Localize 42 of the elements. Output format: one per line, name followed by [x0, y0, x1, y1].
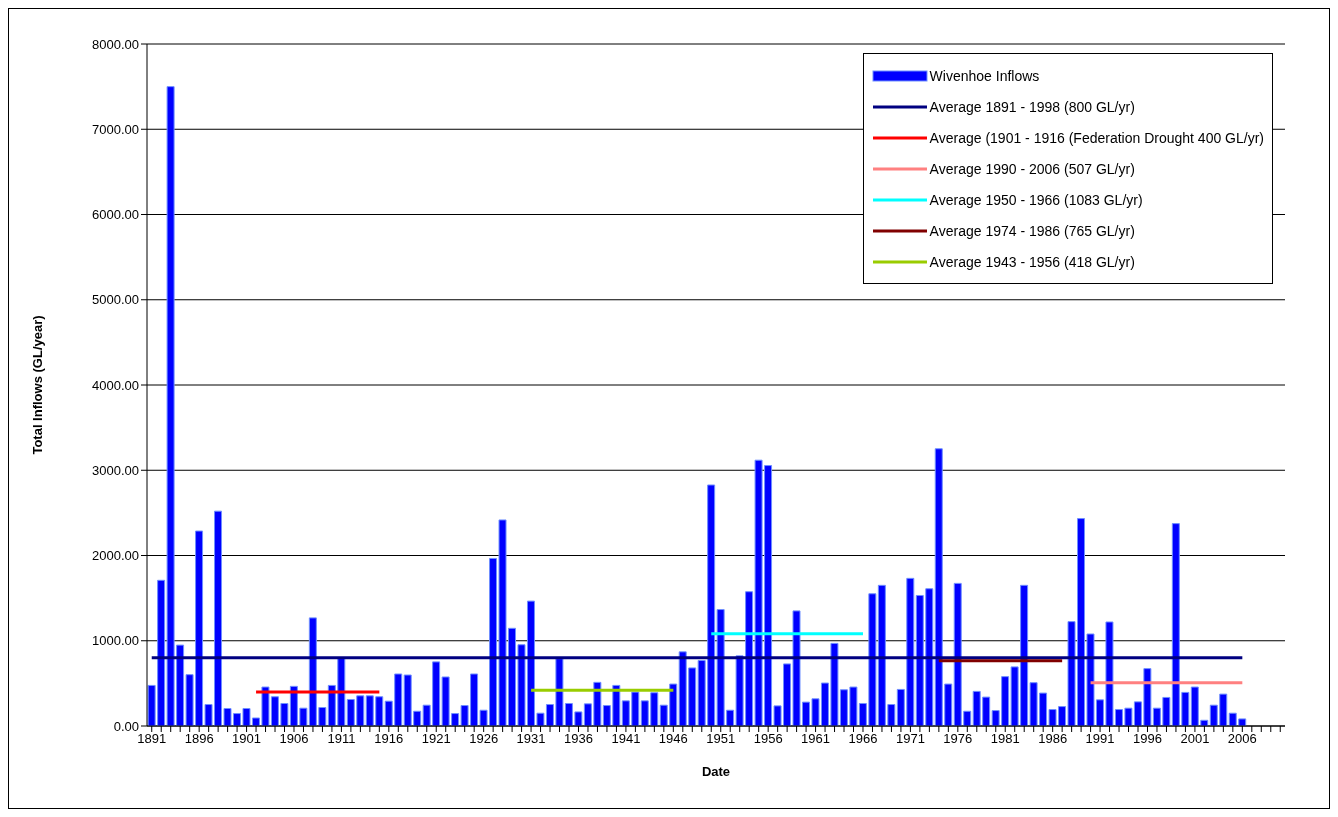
x-tick-label: 2001 — [1180, 731, 1210, 747]
x-tick-label: 1921 — [421, 731, 451, 747]
y-tick-label: 6000.00 — [92, 207, 139, 223]
x-tick-label: 1981 — [990, 731, 1020, 747]
x-tick-label: 1971 — [895, 731, 925, 747]
x-tick-label: 1896 — [184, 731, 214, 747]
x-tick-label: 1901 — [232, 731, 262, 747]
legend-label: Average 1950 - 1966 (1083 GL/yr) — [929, 191, 1143, 208]
x-tick-label: 1996 — [1133, 731, 1162, 747]
x-tick-label: 1931 — [516, 731, 546, 747]
y-axis-title: Total Inflows (GL/year) — [29, 315, 45, 455]
y-tick-label: 5000.00 — [92, 292, 139, 308]
x-tick-label: 2006 — [1227, 731, 1257, 747]
x-tick-label: 1926 — [469, 731, 499, 747]
x-tick-label: 1961 — [801, 731, 831, 747]
y-tick-label: 4000.00 — [92, 377, 139, 393]
x-tick-label: 1991 — [1085, 731, 1115, 747]
y-tick-label: 1000.00 — [92, 633, 139, 649]
x-tick-label: 1986 — [1038, 731, 1068, 747]
legend-label: Average (1901 - 1916 (Federation Drought 400 GL/yr) — [929, 129, 1264, 146]
x-axis-title: Date — [701, 764, 731, 779]
legend-label: Average 1943 - 1956 (418 GL/yr) — [929, 253, 1135, 270]
x-tick-label: 1936 — [564, 731, 593, 747]
x-tick-label: 1966 — [848, 731, 878, 747]
x-tick-label: 1941 — [611, 731, 641, 747]
y-tick-label: 8000.00 — [92, 36, 139, 52]
legend-label: Average 1990 - 2006 (507 GL/yr) — [929, 160, 1135, 177]
x-tick-label: 1906 — [279, 731, 309, 747]
x-tick-label: 1976 — [943, 731, 973, 747]
x-tick-label: 1911 — [327, 731, 356, 747]
legend-label: Average 1891 - 1998 (800 GL/yr) — [929, 98, 1135, 115]
y-tick-label: 7000.00 — [92, 121, 139, 137]
legend-label: Average 1974 - 1986 (765 GL/yr) — [929, 222, 1135, 239]
x-tick-label: 1956 — [753, 731, 783, 747]
y-tick-label: 0.00 — [113, 718, 139, 734]
y-tick-label: 3000.00 — [92, 462, 139, 478]
x-tick-label: 1891 — [137, 731, 167, 747]
y-tick-label: 2000.00 — [92, 548, 139, 564]
x-tick-label: 1916 — [374, 731, 404, 747]
x-tick-label: 1951 — [706, 731, 736, 747]
x-tick-label: 1946 — [658, 731, 688, 747]
legend-label: Wivenhoe Inflows — [929, 67, 1040, 84]
